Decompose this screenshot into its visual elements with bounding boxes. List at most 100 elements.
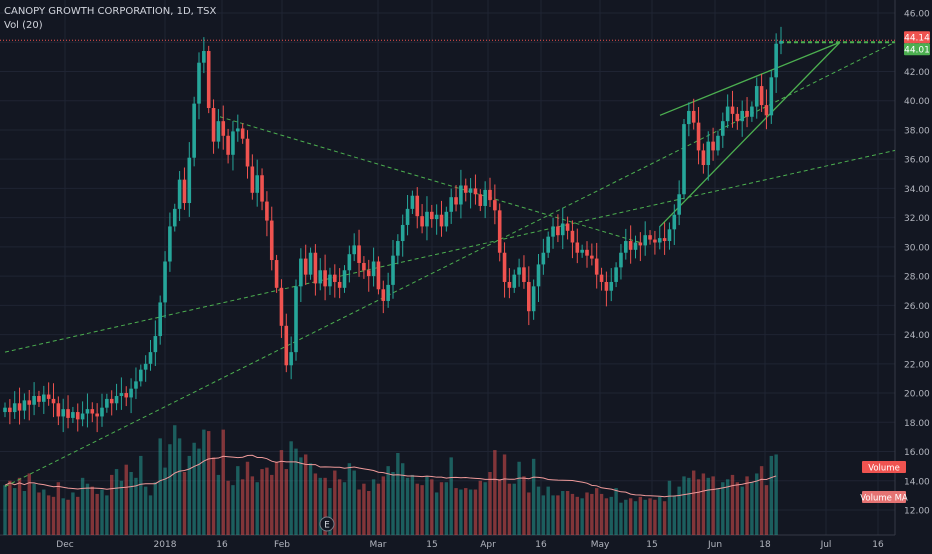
candle-body bbox=[357, 245, 361, 263]
candle-body bbox=[400, 224, 405, 242]
last-price-label: 44.14 bbox=[904, 31, 930, 44]
candle-body bbox=[541, 252, 546, 265]
volume-bar bbox=[502, 454, 507, 535]
y-tick-label: 42.00 bbox=[904, 68, 930, 78]
candle-body bbox=[551, 226, 555, 237]
candle-body bbox=[754, 86, 759, 107]
volume-bar bbox=[531, 458, 536, 535]
x-tick-label: Apr bbox=[480, 540, 496, 550]
volume-bar bbox=[638, 496, 643, 535]
volume-bar bbox=[66, 499, 70, 535]
candle-body bbox=[594, 258, 599, 275]
volume-bar bbox=[211, 457, 216, 535]
candle-body bbox=[85, 409, 90, 414]
candle-body bbox=[425, 211, 429, 227]
candle-body bbox=[531, 286, 536, 312]
candle-body bbox=[609, 281, 614, 291]
candle-body bbox=[740, 110, 744, 122]
volume-bar bbox=[401, 463, 405, 535]
volume-bar bbox=[231, 485, 235, 535]
volume-bar bbox=[575, 496, 579, 535]
candle-body bbox=[148, 352, 153, 364]
volume-bar bbox=[696, 479, 701, 535]
candle-body bbox=[265, 201, 269, 221]
candle-body bbox=[158, 302, 162, 337]
candle-body bbox=[168, 226, 172, 262]
candle-body bbox=[274, 260, 279, 288]
volume-bar bbox=[3, 485, 7, 535]
volume-bar bbox=[236, 466, 240, 535]
volume-bar bbox=[570, 493, 575, 535]
candle-body bbox=[236, 128, 240, 132]
volume-bar bbox=[764, 485, 769, 535]
volume-bar bbox=[318, 477, 322, 535]
candle-body bbox=[599, 274, 604, 282]
candle-body bbox=[51, 398, 56, 404]
candle-body bbox=[488, 189, 492, 201]
candle-body bbox=[478, 194, 483, 206]
volume-bar bbox=[216, 474, 221, 535]
candle-body bbox=[381, 289, 386, 301]
candle-body bbox=[512, 274, 517, 288]
trendline-descending bbox=[219, 116, 641, 243]
volume-bar bbox=[769, 455, 773, 535]
volume-bar bbox=[759, 466, 764, 535]
candle-body bbox=[502, 252, 507, 282]
candle-body bbox=[779, 40, 783, 44]
candle-body bbox=[206, 51, 211, 109]
volume-bar bbox=[177, 438, 182, 535]
volume-bar bbox=[745, 476, 749, 535]
candle-body bbox=[333, 274, 337, 282]
volume-bar bbox=[240, 479, 245, 535]
volume-bar bbox=[687, 477, 691, 535]
volume-bar bbox=[173, 425, 177, 535]
candle-body bbox=[677, 194, 681, 215]
volume-bar bbox=[313, 473, 318, 535]
volume-label: Volume bbox=[862, 461, 906, 474]
candle-body bbox=[8, 407, 12, 413]
x-tick-label: 15 bbox=[426, 540, 437, 550]
volume-bar bbox=[439, 482, 444, 535]
volume-bar bbox=[323, 477, 327, 535]
volume-bar bbox=[250, 476, 255, 535]
volume-bar bbox=[405, 477, 410, 535]
candle-body bbox=[376, 261, 381, 290]
candle-body bbox=[347, 254, 352, 271]
volume-bar bbox=[541, 495, 546, 535]
volume-bar bbox=[498, 479, 502, 535]
volume-bar bbox=[192, 442, 196, 535]
candle-body bbox=[454, 197, 458, 205]
candle-body bbox=[701, 150, 706, 166]
candle-body bbox=[143, 363, 148, 370]
volume-bar bbox=[265, 467, 269, 535]
candle-body bbox=[134, 381, 138, 389]
volume-bar bbox=[672, 495, 676, 535]
candle-body bbox=[405, 208, 410, 225]
volume-bar bbox=[13, 488, 17, 535]
volume-bar bbox=[8, 480, 12, 535]
volume-bar bbox=[61, 498, 65, 535]
candle-body bbox=[371, 261, 376, 277]
volume-bar bbox=[677, 486, 681, 535]
candle-body bbox=[711, 141, 715, 151]
x-tick-label: 15 bbox=[646, 540, 657, 550]
candle-body bbox=[75, 412, 80, 420]
volume-bar bbox=[415, 483, 419, 535]
volume-bar bbox=[730, 474, 735, 535]
candle-body bbox=[580, 249, 584, 253]
x-tick-label: 16 bbox=[872, 540, 884, 550]
candle-body bbox=[318, 270, 323, 284]
volume-bar bbox=[182, 471, 187, 535]
volume-bar bbox=[279, 450, 284, 535]
candle-body bbox=[56, 403, 61, 417]
candle-body bbox=[299, 258, 303, 287]
candle-body bbox=[575, 242, 580, 253]
candle-body bbox=[362, 262, 366, 271]
volume-bar bbox=[468, 489, 473, 535]
candle-body bbox=[716, 135, 720, 151]
volume-bar bbox=[32, 483, 36, 535]
x-tick-label: May bbox=[591, 540, 610, 550]
candle-body bbox=[342, 270, 347, 288]
